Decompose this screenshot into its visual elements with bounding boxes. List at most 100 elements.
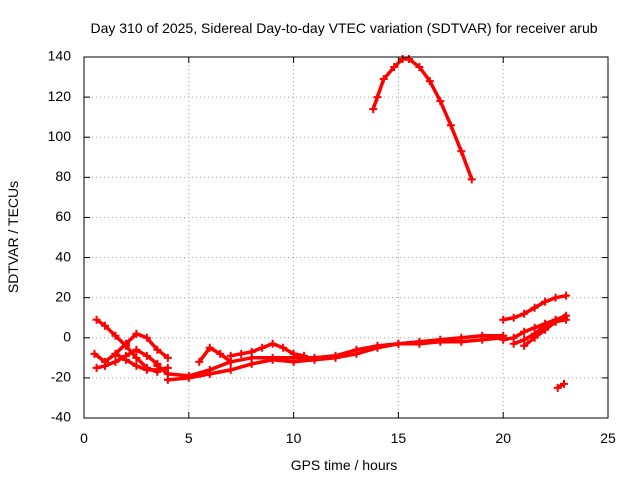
data-point: [92, 363, 101, 372]
x-tick-label: 10: [286, 430, 302, 446]
data-point: [457, 337, 466, 346]
data-point: [436, 337, 445, 346]
x-tick-label: 15: [391, 430, 407, 446]
data-point: [90, 349, 99, 358]
data-point: [142, 333, 151, 342]
y-tick-label: 100: [48, 128, 72, 144]
x-tick-label: 5: [185, 430, 193, 446]
data-point: [268, 339, 277, 348]
data-point: [216, 349, 225, 358]
data-point: [100, 361, 109, 370]
data-point: [300, 351, 309, 360]
data-point: [331, 353, 340, 362]
data-point: [499, 335, 508, 344]
data-point: [153, 365, 162, 374]
data-point: [195, 357, 204, 366]
data-point: [394, 339, 403, 348]
data-point: [132, 345, 141, 354]
data-point: [279, 343, 288, 352]
data-point: [499, 315, 508, 324]
data-point: [446, 121, 455, 130]
x-tick-label: 20: [495, 430, 511, 446]
y-tick-label: 20: [55, 288, 71, 304]
series-line-arc-swirl: [92, 332, 170, 364]
data-point: [541, 325, 550, 334]
data-point: [562, 291, 571, 300]
data-point: [226, 351, 235, 360]
data-point: [520, 327, 529, 336]
data-point: [415, 339, 424, 348]
data-point: [132, 329, 141, 338]
data-point: [436, 97, 445, 106]
data-point: [551, 317, 560, 326]
axis-ticks: 0 5 10 15 20 25 -40 -20 0 20 40 60 80 100 120 140: [48, 48, 616, 446]
grid: [84, 57, 608, 418]
data-point: [111, 357, 120, 366]
data-point: [553, 383, 562, 392]
data-point: [530, 333, 539, 342]
data-point: [352, 349, 361, 358]
series-line-arc-hump: [197, 346, 233, 364]
data-point: [132, 353, 141, 362]
data-point: [247, 347, 256, 356]
data-point: [310, 355, 319, 364]
data-point: [390, 63, 399, 72]
data-point: [163, 375, 172, 384]
data-point: [205, 343, 214, 352]
y-tick-label: 0: [63, 328, 71, 344]
data-point: [559, 313, 568, 322]
data-point: [163, 363, 172, 372]
data-point: [111, 349, 120, 358]
data-point: [132, 361, 141, 370]
data-point: [551, 293, 560, 302]
series-line-arc-high: [371, 57, 474, 182]
x-tick-label: 25: [600, 430, 616, 446]
data-point: [153, 345, 162, 354]
x-axis-label: GPS time / hours: [291, 457, 398, 473]
data-point: [226, 365, 235, 374]
y-tick-label: -20: [51, 369, 71, 385]
y-tick-label: 120: [48, 88, 72, 104]
y-tick-label: 60: [55, 208, 71, 224]
data-point: [373, 93, 382, 102]
data-point: [530, 303, 539, 312]
data-point: [369, 105, 378, 114]
data-point: [111, 331, 120, 340]
plot-frame: [83, 56, 609, 419]
data-point: [205, 369, 214, 378]
data-point: [142, 351, 151, 360]
data-point: [541, 297, 550, 306]
data-point: [425, 77, 434, 86]
y-tick-label: 140: [48, 48, 72, 64]
plot-area: [90, 55, 571, 392]
data-point: [268, 355, 277, 364]
data-point: [258, 343, 267, 352]
data-point: [478, 335, 487, 344]
data-point: [467, 175, 476, 184]
data-point: [509, 313, 518, 322]
y-tick-label: 80: [55, 168, 71, 184]
data-point: [457, 147, 466, 156]
data-point: [100, 321, 109, 330]
chart-title: Day 310 of 2025, Sidereal Day-to-day VTE…: [90, 20, 597, 36]
data-point: [520, 309, 529, 318]
y-axis-label: SDTVAR / TECUs: [5, 181, 21, 293]
data-point: [404, 55, 413, 64]
data-point: [92, 315, 101, 324]
data-point: [121, 355, 130, 364]
data-point: [289, 349, 298, 358]
data-point: [184, 373, 193, 382]
data-point: [247, 359, 256, 368]
data-point: [289, 357, 298, 366]
data-point: [373, 343, 382, 352]
data-point: [163, 353, 172, 362]
data-point: [520, 341, 529, 350]
data-point: [121, 341, 130, 350]
x-tick-label: 0: [80, 430, 88, 446]
data-point: [559, 379, 568, 388]
data-point: [415, 63, 424, 72]
data-point: [142, 365, 151, 374]
data-point: [379, 75, 388, 84]
y-tick-label: 40: [55, 248, 71, 264]
